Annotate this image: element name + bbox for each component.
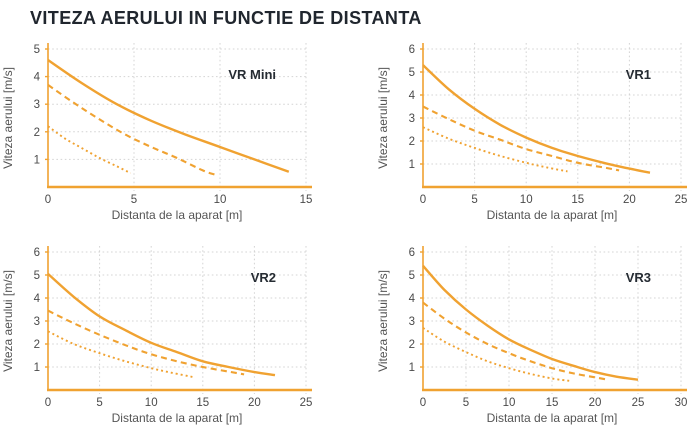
x-tick-label: 20 — [589, 397, 602, 409]
x-tick-label: 15 — [571, 194, 584, 206]
x-tick-label: 30 — [675, 397, 688, 409]
y-tick-label: 5 — [34, 44, 40, 56]
x-tick-label: 0 — [420, 397, 426, 409]
y-tick-label: 1 — [34, 362, 40, 374]
chart-vr2: 1 2 3 4 5 6 0 5 10 15 20 25 Distanta de la aparat [m… — [0, 242, 350, 433]
x-tick-label: 10 — [520, 194, 533, 206]
x-tick-label: 20 — [623, 194, 636, 206]
page-title: VITEZA AERULUI IN FUNCTIE DE DISTANTA — [30, 8, 422, 28]
x-tick-label: 5 — [463, 397, 469, 409]
x-tick-label: 15 — [196, 397, 209, 409]
chart-svg: 1 2 3 4 5 6 0 5 10 15 20 25 Distanta de la aparat [m… — [376, 43, 688, 222]
series-dotted — [422, 327, 570, 382]
x-tick-label: 25 — [632, 397, 645, 409]
x-tick-label: 0 — [45, 194, 51, 206]
y-tick-label: 4 — [34, 293, 41, 305]
x-tick-label: 0 — [420, 194, 426, 206]
y-tick-label: 3 — [409, 316, 415, 328]
chart-vr-mini: 1 2 3 4 5 0 5 10 15 Distanta de la aparat [m] Vite… — [0, 39, 350, 230]
series-solid — [47, 273, 276, 377]
series-solid — [422, 264, 639, 381]
y-tick-label: 2 — [34, 339, 40, 351]
y-tick-label: 4 — [34, 72, 41, 84]
chart-svg: 1 2 3 4 5 6 0 5 10 15 20 25 30 Distanta de la aparat … — [376, 246, 688, 425]
x-tick-label: 25 — [675, 194, 688, 206]
y-axis-title: Viteza aerului [m/s] — [1, 270, 15, 372]
x-tick-label: 15 — [546, 397, 559, 409]
chart-label: VR1 — [626, 67, 651, 82]
y-axis-title: Viteza aerului [m/s] — [376, 270, 390, 372]
y-tick-label: 1 — [34, 154, 40, 166]
chart-label: VR2 — [251, 270, 276, 285]
x-axis-title: Distanta de la aparat [m] — [112, 208, 243, 222]
y-tick-label: 2 — [409, 136, 415, 148]
x-tick-label: 5 — [131, 194, 137, 206]
series-dotted — [47, 125, 132, 175]
y-tick-label: 3 — [34, 316, 40, 328]
x-axis-title: Distanta de la aparat [m] — [112, 411, 243, 425]
y-tick-label: 3 — [34, 99, 40, 111]
x-tick-label: 20 — [248, 397, 261, 409]
chart-vr3: 1 2 3 4 5 6 0 5 10 15 20 25 30 Distanta de la aparat … — [350, 242, 700, 433]
y-tick-label: 5 — [34, 270, 40, 282]
x-tick-label: 10 — [214, 194, 227, 206]
chart-svg: 1 2 3 4 5 0 5 10 15 Distanta de la aparat [m] Vite… — [1, 43, 313, 222]
series-solid — [422, 64, 651, 174]
x-axis-title: Distanta de la aparat [m] — [487, 208, 618, 222]
series-dashed — [422, 105, 620, 172]
y-tick-label: 4 — [409, 90, 416, 102]
series-dotted — [422, 126, 568, 173]
y-tick-label: 4 — [409, 293, 416, 305]
x-tick-label: 5 — [96, 397, 102, 409]
x-tick-label: 5 — [471, 194, 477, 206]
series-dotted — [47, 330, 193, 378]
x-tick-label: 15 — [300, 194, 313, 206]
y-tick-label: 5 — [409, 270, 415, 282]
series-dashed — [47, 84, 216, 176]
x-axis-title: Distanta de la aparat [m] — [487, 411, 618, 425]
chart-svg: 1 2 3 4 5 6 0 5 10 15 20 25 Distanta de la aparat [m… — [1, 246, 313, 425]
y-tick-label: 5 — [409, 67, 415, 79]
charts-grid: 1 2 3 4 5 0 5 10 15 Distanta de la aparat [m] Vite… — [0, 39, 700, 433]
y-tick-label: 1 — [409, 159, 415, 171]
chart-vr1: 1 2 3 4 5 6 0 5 10 15 20 25 Distanta de la aparat [m… — [350, 39, 700, 230]
y-tick-label: 2 — [34, 127, 40, 139]
y-axis-title: Viteza aerului [m/s] — [376, 67, 390, 169]
y-tick-label: 1 — [409, 362, 415, 374]
series-dashed — [47, 309, 245, 376]
y-tick-label: 2 — [409, 339, 415, 351]
y-tick-label: 3 — [409, 113, 415, 125]
x-tick-label: 10 — [503, 397, 516, 409]
series-dashed — [422, 301, 609, 381]
y-axis-title: Viteza aerului [m/s] — [1, 67, 15, 169]
series-solid — [47, 59, 290, 173]
y-tick-label: 6 — [409, 247, 415, 259]
x-tick-label: 0 — [45, 397, 51, 409]
x-tick-label: 25 — [300, 397, 313, 409]
x-tick-label: 10 — [145, 397, 158, 409]
y-tick-label: 6 — [409, 44, 415, 56]
chart-label: VR Mini — [228, 67, 276, 82]
y-tick-label: 6 — [34, 247, 40, 259]
chart-label: VR3 — [626, 270, 651, 285]
